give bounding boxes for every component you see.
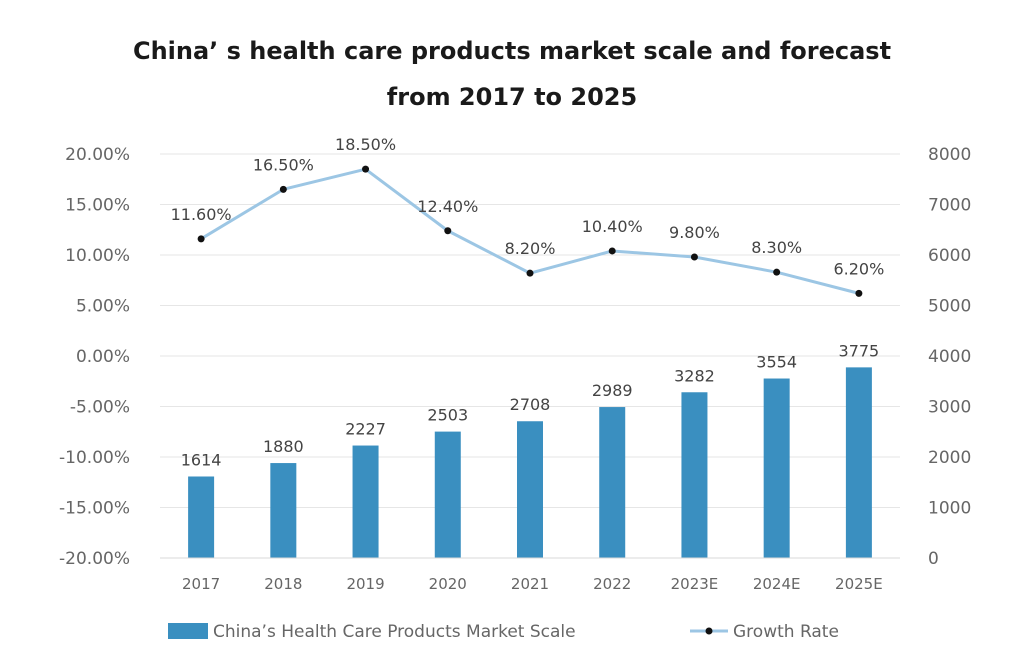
bar-series [188,367,872,558]
line-point [690,253,698,261]
bar [188,476,215,558]
bar [763,378,790,558]
right-tick-label: 0 [928,549,939,569]
right-tick-label: 5000 [928,297,971,317]
left-tick-label: -5.00% [70,398,130,418]
line-value-label: 12.40% [417,197,478,216]
bar [434,431,461,558]
line-series [197,165,863,297]
bar-value-label: 1614 [181,450,222,469]
legend-line-marker [705,627,713,635]
right-tick-label: 3000 [928,398,971,418]
line-value-label: 8.30% [751,238,802,257]
bar-value-label: 2989 [592,381,633,400]
bar-value-label: 2227 [345,420,386,439]
chart-title: China’ s health care products market sca… [0,28,1024,120]
left-tick-label: 20.00% [65,145,130,165]
line-value-label: 11.60% [171,205,232,224]
line-point [362,165,370,173]
right-y-axis: 8000 7000 6000 5000 4000 3000 2000 1000 0 [928,145,971,569]
left-y-axis: 20.00% 15.00% 10.00% 5.00% 0.00% -5.00% -10.00… [59,145,130,569]
line-value-label: 16.50% [253,155,314,174]
line-point [526,269,534,277]
bar-value-label: 3554 [756,353,797,372]
bar-data-labels: 1614 1880 2227 2503 2708 2989 3282 3554 3775 [181,341,879,469]
left-tick-label: -15.00% [59,499,130,519]
bar [517,421,543,558]
bar-value-label: 3775 [839,341,880,360]
x-tick-label: 2025E [835,575,883,593]
x-tick-label: 2018 [264,575,302,593]
x-tick-label: 2023E [671,575,719,593]
line-value-label: 10.40% [582,217,643,236]
x-tick-label: 2021 [511,575,549,593]
left-tick-label: -10.00% [59,448,130,468]
chart-title-line-1: China’ s health care products market sca… [132,37,892,65]
line-value-label: 18.50% [335,135,396,154]
line-value-label: 6.20% [833,259,884,278]
right-tick-label: 4000 [928,347,971,367]
left-tick-label: 0.00% [76,347,130,367]
line-data-labels: 11.60% 16.50% 18.50% 12.40% 8.20% 10.40% 9.80%… [171,135,885,278]
bar-value-label: 2708 [510,395,551,414]
line-point [444,227,452,235]
legend-bar-swatch [168,623,208,639]
line-point [279,185,287,193]
bar [845,367,872,558]
legend: China’s Health Care Products Market Scal… [168,622,839,642]
right-tick-label: 1000 [928,499,971,519]
right-tick-label: 7000 [928,196,971,216]
bar-value-label: 3282 [674,366,715,385]
line-point [773,268,781,276]
legend-line-label: Growth Rate [733,622,839,642]
bar [599,407,626,558]
left-tick-label: 15.00% [65,196,130,216]
line-value-label: 8.20% [505,239,556,258]
bar [270,463,297,558]
line-value-label: 9.80% [669,223,720,242]
right-tick-label: 6000 [928,246,971,266]
bar-value-label: 1880 [263,437,304,456]
line-point [855,289,863,297]
left-tick-label: -20.00% [59,549,130,569]
x-tick-label: 2017 [182,575,220,593]
x-axis: 2017 2018 2019 2020 2021 2022 2023E 2024E 2025E [160,557,900,593]
x-tick-label: 2022 [593,575,631,593]
x-tick-label: 2020 [429,575,467,593]
bar-value-label: 2503 [427,406,468,425]
right-tick-label: 2000 [928,448,971,468]
left-tick-label: 5.00% [76,297,130,317]
legend-bar-label: China’s Health Care Products Market Scal… [213,622,576,642]
line-point [197,235,205,243]
right-tick-label: 8000 [928,145,971,165]
bar [352,445,379,558]
x-tick-label: 2024E [753,575,801,593]
bar [681,392,708,558]
left-tick-label: 10.00% [65,246,130,266]
x-tick-label: 2019 [346,575,384,593]
line-point [608,247,616,255]
chart-title-line-2: from 2017 to 2025 [386,83,638,111]
